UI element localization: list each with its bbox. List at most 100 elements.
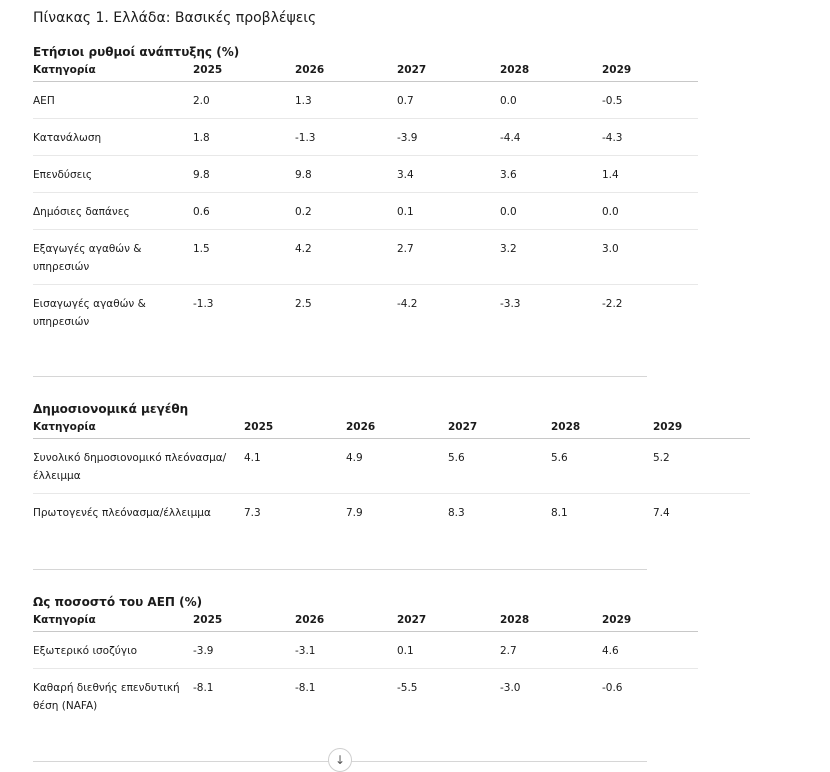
table-row: Καθαρή διεθνής επενδυτική θέση (NAFA) -8… [33, 669, 698, 724]
row-label: ΑΕΠ [33, 81, 193, 119]
column-header: 2028 [500, 61, 602, 82]
table-cell: 0.2 [295, 192, 397, 230]
table-row: Κατανάλωση 1.8 -1.3 -3.9 -4.4 -4.3 [33, 118, 698, 156]
table-header-row: Κατηγορία 2025 2026 2027 2028 2029 [33, 418, 750, 439]
table-cell: 7.9 [346, 507, 363, 519]
table-cell: -4.3 [602, 118, 698, 156]
table-cell: -0.6 [602, 682, 623, 694]
table-cell: 0.0 [500, 81, 602, 119]
table-cell: -3.9 [397, 118, 500, 156]
gdp-percent-section: Ως ποσοστό του ΑΕΠ (%) Κατηγορία 2025 20… [33, 593, 698, 723]
table-cell: 9.8 [295, 155, 397, 193]
column-header: 2025 [193, 61, 295, 82]
section-divider [33, 376, 647, 377]
table-cell: -3.9 [193, 631, 295, 669]
table-row: Συνολικό δημοσιονομικό πλεόνασμα/έλλειμμ… [33, 438, 750, 494]
table-cell: 4.2 [295, 229, 397, 285]
page-title: Πίνακας 1. Ελλάδα: Βασικές προβλέψεις [33, 10, 317, 26]
table-cell: 8.3 [448, 507, 465, 519]
table-cell: -5.5 [397, 682, 418, 694]
fiscal-section: Δημοσιονομικά μεγέθη Κατηγορία 2025 2026… [33, 400, 750, 530]
table-cell: 0.6 [193, 192, 295, 230]
table-cell: -8.1 [193, 682, 214, 694]
table-cell: 3.0 [602, 229, 698, 285]
table-cell: 7.4 [653, 507, 670, 519]
growth-rates-section: Ετήσιοι ρυθμοί ανάπτυξης (%) Κατηγορία 2… [33, 43, 698, 339]
table-header-row: Κατηγορία 2025 2026 2027 2028 2029 [33, 61, 698, 82]
fiscal-table: Κατηγορία 2025 2026 2027 2028 2029 Συνολ… [33, 418, 750, 530]
table-cell: 5.6 [448, 438, 551, 494]
table-cell: 0.0 [602, 192, 698, 230]
column-header: Κατηγορία [33, 61, 193, 82]
column-header: Κατηγορία [33, 611, 193, 632]
table-row: Εισαγωγές αγαθών & υπηρεσιών -1.3 2.5 -4… [33, 285, 698, 340]
row-label: Εισαγωγές αγαθών & υπηρεσιών [33, 298, 146, 328]
table-cell: 3.2 [500, 229, 602, 285]
table-row: Πρωτογενές πλεόνασμα/έλλειμμα 7.3 7.9 8.… [33, 494, 750, 531]
table-cell: -4.4 [500, 118, 602, 156]
table-cell: 1.5 [193, 229, 295, 285]
column-header: 2026 [295, 61, 397, 82]
table-row: Δημόσιες δαπάνες 0.6 0.2 0.1 0.0 0.0 [33, 192, 698, 230]
table-cell: 2.7 [397, 229, 500, 285]
column-header: 2027 [448, 418, 551, 439]
table-cell: 2.0 [193, 81, 295, 119]
table-cell: 3.6 [500, 155, 602, 193]
row-label: Εξαγωγές αγαθών & υπηρεσιών [33, 229, 193, 285]
table-cell: 0.1 [397, 192, 500, 230]
row-label: Συνολικό δημοσιονομικό πλεόνασμα/έλλειμμ… [33, 438, 244, 494]
section-title: Δημοσιονομικά μεγέθη [33, 402, 189, 416]
row-label: Εξωτερικό ισοζύγιο [33, 631, 193, 669]
section-divider [33, 569, 647, 570]
table-cell: 7.3 [244, 507, 261, 519]
section-title: Ετήσιοι ρυθμοί ανάπτυξης (%) [33, 45, 240, 59]
column-header: 2029 [602, 61, 698, 82]
table-cell: -1.3 [295, 118, 397, 156]
table-row: Εξαγωγές αγαθών & υπηρεσιών 1.5 4.2 2.7 … [33, 229, 698, 285]
row-label: Καθαρή διεθνής επενδυτική θέση (NAFA) [33, 682, 180, 712]
table-cell: 0.7 [397, 81, 500, 119]
column-header: 2028 [500, 611, 602, 632]
table-row: ΑΕΠ 2.0 1.3 0.7 0.0 -0.5 [33, 81, 698, 119]
table-cell: 5.2 [653, 438, 750, 494]
table-row: Επενδύσεις 9.8 9.8 3.4 3.6 1.4 [33, 155, 698, 193]
table-cell: -4.2 [397, 298, 418, 310]
table-row: Εξωτερικό ισοζύγιο -3.9 -3.1 0.1 2.7 4.6 [33, 631, 698, 669]
column-header: 2029 [602, 611, 698, 632]
table-cell: -0.5 [602, 81, 698, 119]
table-cell: -3.3 [500, 298, 521, 310]
table-cell: 3.4 [397, 155, 500, 193]
table-cell: 8.1 [551, 507, 568, 519]
table-cell: 2.7 [500, 631, 602, 669]
table-cell: 5.6 [551, 438, 653, 494]
table-cell: 0.0 [500, 192, 602, 230]
column-header: 2026 [295, 611, 397, 632]
table-cell: 2.5 [295, 298, 312, 310]
expand-button[interactable]: ↓ [328, 748, 352, 772]
row-label: Επενδύσεις [33, 155, 193, 193]
arrow-down-icon: ↓ [334, 753, 346, 767]
table-cell: 4.6 [602, 631, 698, 669]
table-cell: -2.2 [602, 298, 623, 310]
table-cell: -3.1 [295, 631, 397, 669]
table-cell: 9.8 [193, 155, 295, 193]
column-header: 2028 [551, 418, 653, 439]
table-cell: 1.4 [602, 155, 698, 193]
growth-rates-table: Κατηγορία 2025 2026 2027 2028 2029 ΑΕΠ 2… [33, 61, 698, 339]
row-label: Δημόσιες δαπάνες [33, 192, 193, 230]
column-header: 2026 [346, 418, 448, 439]
column-header: Κατηγορία [33, 418, 244, 439]
table-cell: 4.1 [244, 438, 346, 494]
table-cell: 1.8 [193, 118, 295, 156]
column-header: 2027 [397, 61, 500, 82]
table-cell: -1.3 [193, 298, 214, 310]
gdp-percent-table: Κατηγορία 2025 2026 2027 2028 2029 Εξωτε… [33, 611, 698, 723]
table-cell: 1.3 [295, 81, 397, 119]
row-label: Πρωτογενές πλεόνασμα/έλλειμμα [33, 507, 211, 519]
column-header: 2029 [653, 418, 750, 439]
column-header: 2027 [397, 611, 500, 632]
table-cell: 4.9 [346, 438, 448, 494]
table-cell: -8.1 [295, 682, 316, 694]
column-header: 2025 [193, 611, 295, 632]
table-header-row: Κατηγορία 2025 2026 2027 2028 2029 [33, 611, 698, 632]
